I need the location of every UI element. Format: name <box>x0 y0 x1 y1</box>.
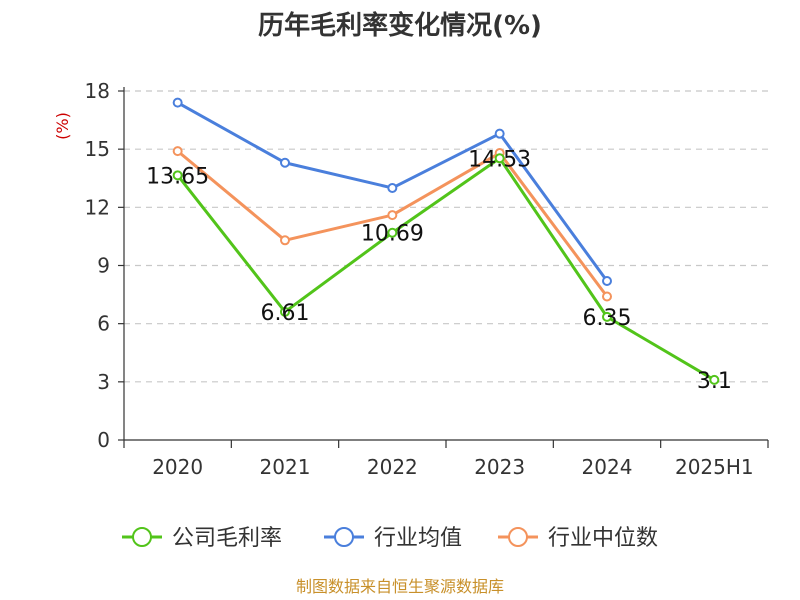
y-tick-label: 3 <box>97 370 110 394</box>
x-tick-label: 2020 <box>152 455 203 479</box>
legend-label: 行业均值 <box>374 526 462 551</box>
series-layer <box>172 97 720 385</box>
data-labels: 13.65 6.61 10.69 14.53 6.35 3.1 <box>146 147 732 394</box>
y-tick-label: 18 <box>85 79 110 103</box>
data-label: 6.61 <box>261 301 310 326</box>
legend-item: 行业均值 <box>324 526 462 551</box>
x-tick-label: 2021 <box>260 455 311 479</box>
data-label: 6.35 <box>583 306 632 331</box>
data-point <box>387 210 398 221</box>
series-2 <box>172 146 612 302</box>
data-label: 10.69 <box>361 222 424 247</box>
legend-swatch-marker <box>508 527 528 547</box>
grid-lines <box>124 90 768 383</box>
data-point <box>280 157 290 168</box>
data-point <box>709 374 720 385</box>
data-point <box>172 146 183 157</box>
data-point <box>387 182 398 193</box>
y-tick-label: 6 <box>97 312 110 336</box>
axes: 0 3 6 9 12 15 18 2020 2021 2022 2023 2024 2025H1 <box>85 79 769 479</box>
data-point <box>387 227 398 238</box>
data-point <box>494 128 505 139</box>
data-label: 14.53 <box>468 147 531 172</box>
series-line <box>176 156 716 382</box>
data-point <box>602 311 612 322</box>
data-label: 13.65 <box>146 164 209 189</box>
data-point <box>280 306 290 317</box>
data-label: 3.1 <box>697 369 732 394</box>
data-point <box>172 170 183 181</box>
series-1 <box>172 97 612 287</box>
y-axis-unit: (%) <box>53 112 72 140</box>
x-tick-label: 2024 <box>582 455 633 479</box>
y-tick-label: 15 <box>85 137 110 161</box>
y-tick-label: 12 <box>85 195 110 219</box>
series-0 <box>172 153 720 385</box>
legend-swatch-marker <box>334 527 354 547</box>
y-tick-label: 9 <box>97 254 110 278</box>
source-note: 制图数据来自恒生聚源数据库 <box>296 577 504 596</box>
data-point <box>280 235 290 246</box>
data-point <box>602 276 612 287</box>
legend-item: 行业中位数 <box>498 526 658 551</box>
data-point <box>494 153 505 164</box>
data-point <box>602 291 612 302</box>
y-tick-label: 0 <box>97 428 110 452</box>
chart-title: 历年毛利率变化情况(%) <box>258 10 542 41</box>
x-tick-label: 2025H1 <box>675 455 754 479</box>
data-point <box>172 97 183 108</box>
legend-label: 行业中位数 <box>548 526 658 551</box>
legend-swatch-marker <box>132 527 152 547</box>
x-tick-label: 2023 <box>474 455 525 479</box>
x-tick-label: 2022 <box>367 455 418 479</box>
legend-item: 公司毛利率 <box>122 526 282 551</box>
legend-label: 公司毛利率 <box>172 526 282 551</box>
legend: 公司毛利率 行业均值 行业中位数 <box>122 526 658 551</box>
